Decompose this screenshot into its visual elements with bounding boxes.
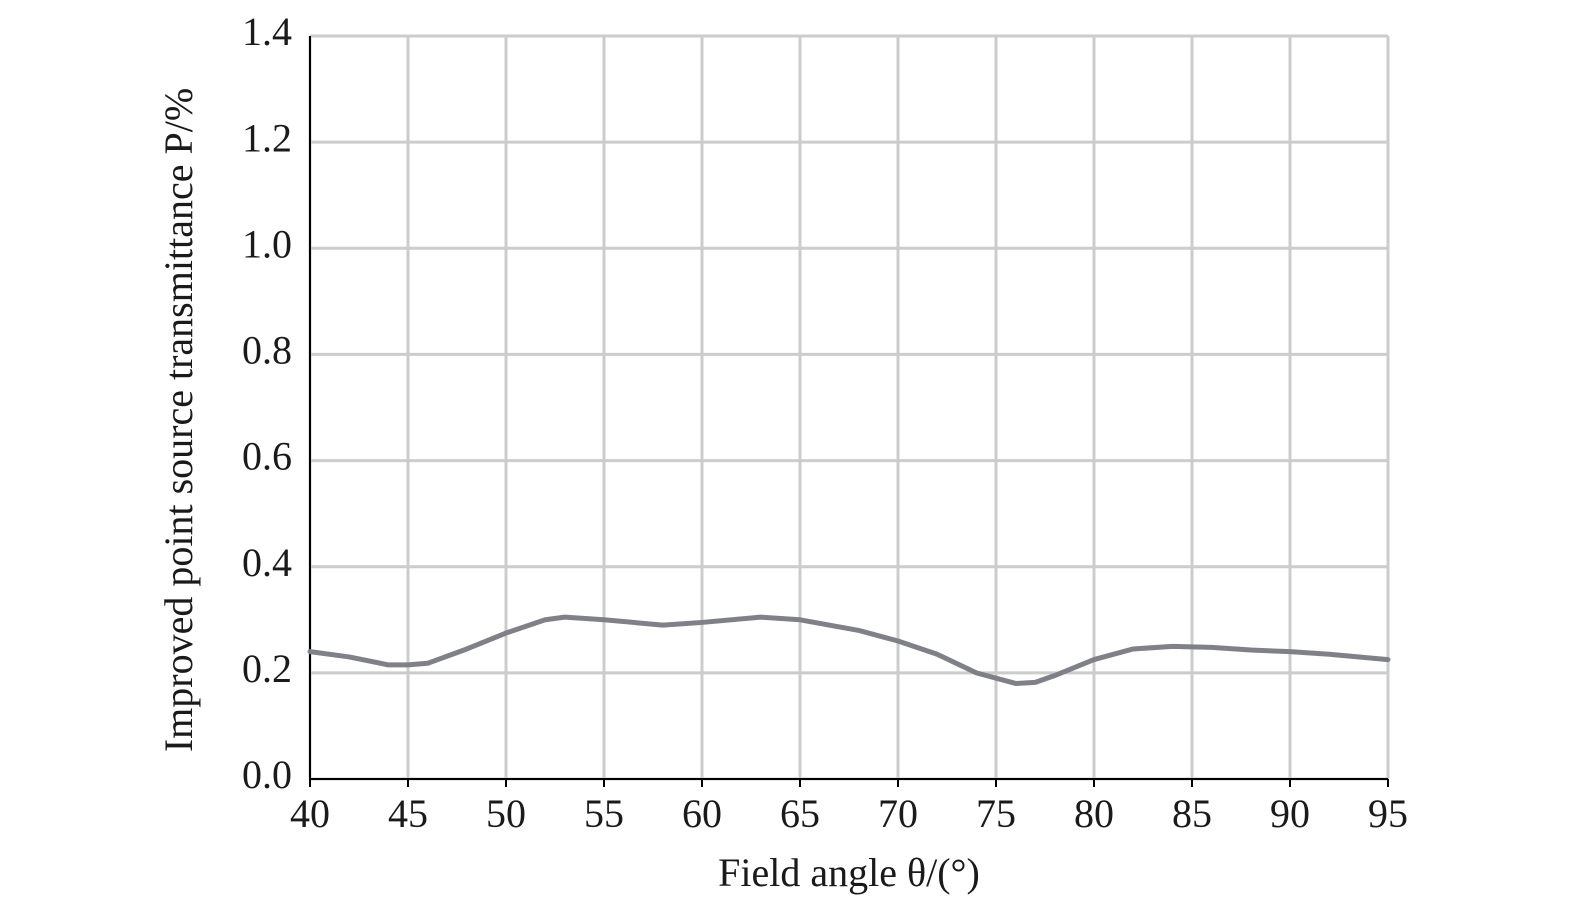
x-tick-label: 90 [1270, 791, 1310, 836]
x-tick-label: 65 [780, 791, 820, 836]
y-tick-label: 0.6 [242, 434, 292, 479]
y-tick-label: 0.4 [242, 540, 292, 585]
x-tick-label: 45 [388, 791, 428, 836]
x-tick-label: 55 [584, 791, 624, 836]
y-tick-label: 0.0 [242, 752, 292, 797]
y-tick-label: 1.4 [242, 9, 292, 54]
x-tick-label: 95 [1368, 791, 1408, 836]
data-line [307, 614, 1391, 686]
x-tick-label: 50 [486, 791, 526, 836]
y-tick-label: 1.2 [242, 115, 292, 160]
x-axis-label: Field angle θ/(°) [718, 850, 980, 895]
x-tick-label: 60 [682, 791, 722, 836]
x-tick-label: 75 [976, 791, 1016, 836]
x-tick-label: 40 [290, 791, 330, 836]
y-tick-label: 0.8 [242, 328, 292, 373]
y-tick-label: 0.2 [242, 646, 292, 691]
x-tick-label: 85 [1172, 791, 1212, 836]
x-tick-label: 80 [1074, 791, 1114, 836]
y-tick-label: 1.0 [242, 221, 292, 266]
x-tick-label: 70 [878, 791, 918, 836]
y-axis-label: Improved point source transmittance P/% [156, 88, 201, 752]
